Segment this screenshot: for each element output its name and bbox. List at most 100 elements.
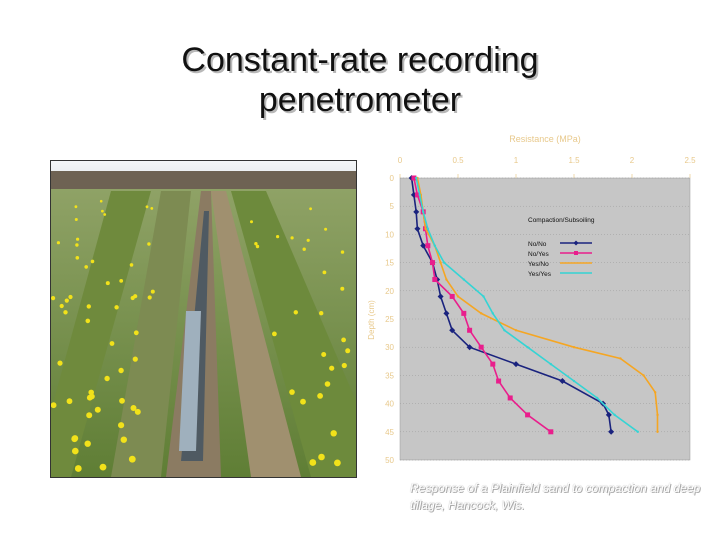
dandelion <box>99 463 107 471</box>
dandelion <box>340 250 345 254</box>
dandelion <box>57 360 63 366</box>
dandelion <box>302 247 306 251</box>
dandelion <box>300 398 306 405</box>
dandelion <box>59 303 64 309</box>
dandelion <box>64 298 69 303</box>
series-line-yes-yes <box>415 177 639 433</box>
data-point-yes-no <box>445 278 448 281</box>
data-point-yes-yes <box>596 396 599 400</box>
dandelion <box>51 402 57 409</box>
data-point-no-no <box>443 310 450 317</box>
y-tick-label: 35 <box>385 371 394 380</box>
data-point-yes-yes <box>572 379 576 383</box>
y-tick-label: 25 <box>385 315 394 324</box>
x-tick-label: 2.5 <box>684 156 696 165</box>
x-axis-label: Resistance (MPa) <box>509 134 581 144</box>
dandelion <box>71 435 78 443</box>
data-point-yes-no <box>480 312 483 315</box>
legend-label: Yes/No <box>528 261 549 268</box>
legend-label: No/Yes <box>528 251 549 258</box>
dandelion <box>272 331 277 337</box>
data-point-no-yes <box>525 412 531 418</box>
dandelion <box>324 227 328 231</box>
dandelion <box>119 397 125 404</box>
dandelion <box>75 243 79 247</box>
data-point-yes-yes <box>636 430 639 433</box>
dandelion <box>66 398 73 405</box>
x-tick-label: 1 <box>514 156 519 165</box>
data-point-yes-no <box>642 374 645 377</box>
dandelion <box>120 436 128 443</box>
dandelion <box>134 408 141 415</box>
x-ticks: 0 0.5 1 1.5 2 2.5 <box>398 156 696 178</box>
data-point-yes-no <box>572 346 576 349</box>
y-tick-label: 10 <box>385 230 394 239</box>
data-point-yes-yes <box>426 227 430 230</box>
data-point-yes-yes <box>433 244 436 247</box>
dandelion <box>101 209 104 213</box>
y-tick-label: 50 <box>385 456 394 465</box>
slide-title: Constant-rate recording penetrometer <box>0 40 720 120</box>
data-point-yes-no <box>514 329 518 332</box>
series-line-no-no <box>410 177 612 432</box>
dandelion <box>132 356 138 362</box>
figure-caption: Response of a Plainfield sand to compact… <box>410 481 701 512</box>
dandelion <box>104 375 110 382</box>
dandelion <box>128 455 136 463</box>
x-tick-label: 2 <box>630 156 635 165</box>
dandelion <box>86 412 93 419</box>
y-tick-label: 20 <box>385 287 394 296</box>
legend-label: No/No <box>528 241 547 248</box>
dandelion <box>72 447 79 455</box>
data-point-yes-yes <box>482 295 485 298</box>
dandelion <box>133 294 138 299</box>
data-point-yes-yes <box>503 329 506 332</box>
x-tick-label: 0.5 <box>452 156 464 165</box>
dandelion <box>68 294 73 300</box>
dandelion <box>293 310 298 315</box>
legend-title: Compaction/Subsoiling <box>528 217 595 224</box>
dandelion <box>86 304 91 309</box>
dandelion <box>147 295 152 300</box>
series-layer <box>408 175 659 435</box>
dandelion <box>289 389 295 395</box>
dandelion <box>74 218 78 221</box>
data-point-yes-yes <box>613 413 616 417</box>
dandelion <box>129 263 134 267</box>
dandelion <box>109 341 115 346</box>
dandelion <box>317 393 323 399</box>
dandelion <box>306 238 310 242</box>
y-axis-label: Depth (cm) <box>367 300 376 340</box>
dandelion <box>63 310 68 315</box>
dandelion <box>321 352 327 357</box>
data-point-no-no <box>449 327 456 334</box>
y-tick-label: 5 <box>390 202 395 211</box>
dandelion <box>74 205 78 209</box>
data-point-no-yes <box>461 310 467 316</box>
dandelion <box>150 207 154 210</box>
legend-label: Yes/Yes <box>528 271 552 278</box>
x-tick-label: 0 <box>398 156 403 165</box>
dandelion <box>84 265 88 269</box>
dandelion <box>105 281 110 286</box>
data-point-yes-yes <box>462 278 465 281</box>
dandelion <box>254 242 258 246</box>
dandelion <box>290 236 294 240</box>
x-tick-label: 1.5 <box>568 156 580 165</box>
dandelion <box>255 244 260 249</box>
dandelion <box>99 199 103 203</box>
dandelion <box>309 459 317 466</box>
dandelion <box>76 237 80 241</box>
series-line-yes-no <box>416 177 659 432</box>
dandelion <box>330 430 337 437</box>
dandelion <box>74 465 82 472</box>
dandelion <box>145 205 149 209</box>
data-point-yes-yes <box>422 210 425 214</box>
dandelion <box>309 207 312 211</box>
dandelion <box>133 330 139 336</box>
y-tick-label: 15 <box>385 259 394 268</box>
dandelion <box>147 242 151 246</box>
legend-marker <box>574 251 578 255</box>
data-point-no-no <box>559 378 566 385</box>
dandelion <box>324 381 331 387</box>
